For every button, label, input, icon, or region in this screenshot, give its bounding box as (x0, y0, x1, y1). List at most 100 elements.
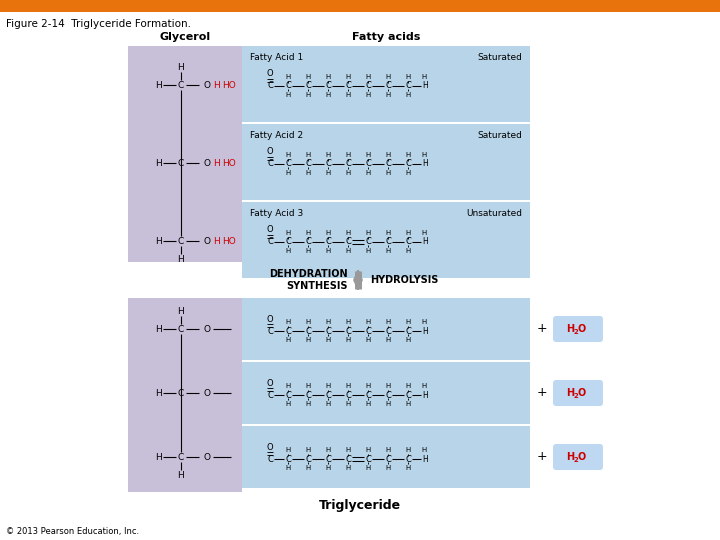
Text: H: H (566, 324, 574, 334)
Text: H: H (325, 92, 330, 98)
Text: H: H (385, 383, 391, 389)
Text: 2: 2 (573, 328, 577, 334)
Text: H: H (365, 248, 371, 254)
Text: H: H (385, 319, 391, 325)
Text: C: C (267, 455, 273, 463)
Text: C: C (405, 327, 411, 335)
Text: H: H (365, 337, 371, 343)
Text: HO: HO (222, 159, 236, 167)
Text: C: C (305, 390, 311, 400)
Text: C: C (325, 390, 331, 400)
Text: H: H (365, 401, 371, 407)
Text: C: C (267, 82, 273, 91)
Text: C: C (385, 159, 391, 168)
Text: H: H (365, 383, 371, 389)
Text: DEHYDRATION
SYNTHESIS: DEHYDRATION SYNTHESIS (269, 269, 348, 291)
Text: O: O (266, 147, 274, 157)
Text: C: C (345, 327, 351, 335)
Text: H: H (422, 455, 428, 463)
Text: C: C (178, 237, 184, 246)
Text: H: H (405, 337, 410, 343)
Text: H: H (421, 447, 427, 453)
Text: H: H (346, 337, 351, 343)
Text: +: + (536, 322, 547, 335)
Bar (0, 0, 720, 12)
Text: Fatty acids: Fatty acids (352, 32, 420, 42)
Text: C: C (365, 159, 371, 168)
Text: C: C (365, 327, 371, 335)
Text: H: H (405, 447, 410, 453)
Text: O: O (204, 325, 210, 334)
Text: C: C (345, 159, 351, 168)
Text: H: H (405, 383, 410, 389)
Text: H: H (385, 74, 391, 80)
Text: H: H (385, 447, 391, 453)
Text: HO: HO (222, 237, 236, 246)
Text: C: C (178, 388, 184, 397)
Text: H: H (156, 388, 163, 397)
Text: H: H (285, 447, 291, 453)
Text: H: H (305, 170, 310, 176)
Text: Saturated: Saturated (477, 53, 522, 62)
Text: H: H (305, 248, 310, 254)
Text: C: C (305, 455, 311, 463)
Text: H: H (212, 237, 220, 246)
Text: H: H (325, 248, 330, 254)
Text: © 2013 Pearson Education, Inc.: © 2013 Pearson Education, Inc. (6, 527, 139, 536)
Text: C: C (365, 390, 371, 400)
Text: H: H (365, 152, 371, 158)
Text: H: H (405, 92, 410, 98)
Text: C: C (405, 159, 411, 168)
Text: H: H (422, 238, 428, 246)
Text: C: C (305, 238, 311, 246)
Text: H: H (178, 63, 184, 71)
Text: O: O (578, 324, 586, 334)
Text: H: H (325, 230, 330, 236)
Text: H: H (421, 74, 427, 80)
Text: O: O (204, 453, 210, 462)
Text: C: C (267, 159, 273, 168)
Text: H: H (305, 383, 310, 389)
Text: H: H (325, 170, 330, 176)
Text: Figure 2-14  Triglyceride Formation.: Figure 2-14 Triglyceride Formation. (6, 19, 191, 29)
Text: H: H (178, 470, 184, 480)
Text: H: H (305, 319, 310, 325)
Bar (242, 122, 530, 124)
Text: C: C (325, 238, 331, 246)
Text: O: O (204, 80, 210, 90)
Bar (242, 46, 530, 122)
Text: Unsaturated: Unsaturated (466, 209, 522, 218)
Text: C: C (325, 327, 331, 335)
Text: H: H (156, 325, 163, 334)
Text: 2: 2 (573, 456, 577, 462)
Text: C: C (365, 82, 371, 91)
Text: H: H (285, 170, 291, 176)
Text: C: C (305, 327, 311, 335)
Text: H: H (421, 319, 427, 325)
Text: H: H (325, 74, 330, 80)
Text: H: H (178, 254, 184, 264)
FancyBboxPatch shape (553, 380, 603, 406)
Text: H: H (346, 383, 351, 389)
Text: O: O (266, 314, 274, 323)
Bar (128, 298, 242, 492)
Text: C: C (345, 455, 351, 463)
Text: +: + (536, 450, 547, 463)
Text: C: C (178, 325, 184, 334)
Text: H: H (305, 447, 310, 453)
Text: H: H (325, 319, 330, 325)
Text: C: C (285, 82, 291, 91)
Text: Fatty Acid 3: Fatty Acid 3 (250, 209, 303, 218)
Text: C: C (267, 390, 273, 400)
Text: H: H (566, 452, 574, 462)
Text: C: C (365, 455, 371, 463)
Bar (242, 202, 530, 278)
Text: H: H (346, 170, 351, 176)
Text: H: H (346, 447, 351, 453)
Text: H: H (422, 390, 428, 400)
Text: H: H (285, 383, 291, 389)
Text: H: H (305, 465, 310, 471)
Bar (242, 424, 530, 426)
Text: C: C (178, 80, 184, 90)
Text: H: H (385, 465, 391, 471)
